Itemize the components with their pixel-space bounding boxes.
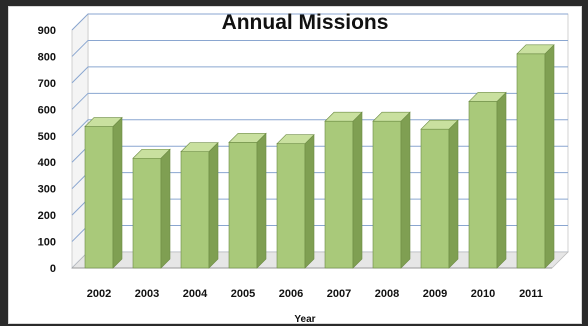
bar-side [544,44,555,269]
y-tick-label: 600 [38,104,56,116]
bar-top [276,134,315,145]
bar-top [516,44,555,55]
bar-2006 [276,133,315,269]
bar-front [468,101,498,269]
bar-top [420,119,459,130]
y-tick-label: 700 [38,78,56,90]
y-tick-label: 400 [38,157,56,169]
bar-2007 [324,111,363,269]
bar-top [84,117,123,127]
gridline [71,92,568,110]
bar-front [180,151,210,269]
bar-front [324,120,354,269]
x-tick-label: 2011 [519,288,543,300]
bar-front [420,128,450,269]
y-tick-label: 800 [38,51,56,63]
bar-top [468,92,507,102]
bar-top [324,111,363,122]
bar-front [84,126,114,269]
x-tick-label: 2007 [327,288,351,300]
bar-2009 [420,119,459,269]
bar-front [276,143,306,269]
bar-2002 [84,116,123,269]
x-tick-label: 2002 [87,288,111,300]
x-tick-label: 2004 [183,288,208,300]
bar-side [448,119,459,269]
bar-top [132,148,171,159]
x-tick-label: 2008 [375,288,399,300]
x-tick-label: 2003 [135,288,159,300]
bar-2010 [468,91,507,269]
bars [84,44,555,269]
gridline [71,13,568,31]
bar-2004 [180,141,219,269]
bar-2011 [516,44,555,269]
bar-top [180,142,219,152]
y-tick-label: 200 [38,210,56,222]
chart-title: Annual Missions [222,11,389,34]
bar-2008 [372,111,411,269]
bar-front [372,120,402,269]
bar-side [112,116,123,269]
bar-side [256,132,267,269]
y-axis-ticks: 0 100 200 300 400 500 600 700 800 900 [38,25,56,275]
y-tick-label: 100 [38,237,56,249]
x-tick-label: 2010 [471,288,495,300]
bar-2003 [132,148,171,269]
y-tick-label: 0 [50,263,56,275]
x-tick-label: 2006 [279,288,303,300]
bar-side [400,111,411,269]
gridline [71,39,568,57]
x-tick-label: 2009 [423,288,447,300]
bar-front [516,53,546,269]
bar-side [160,148,171,269]
bar-side [352,111,363,269]
bar-top [228,133,267,143]
bar-front [228,142,258,269]
x-axis-ticks: 2002 2003 2004 2005 2006 2007 2008 2009 2010 2011 [87,288,543,300]
bar-2005 [228,132,267,269]
x-axis-title: Year [294,314,315,325]
bar-front [132,157,162,269]
bar-side [304,133,315,269]
bar-side [208,141,219,269]
y-tick-label: 500 [38,131,56,143]
y-tick-label: 300 [38,184,56,196]
x-tick-label: 2005 [231,288,255,300]
bar-side [496,91,507,269]
bar-top [372,111,411,122]
y-tick-label: 900 [38,25,56,37]
gridline [71,66,568,84]
